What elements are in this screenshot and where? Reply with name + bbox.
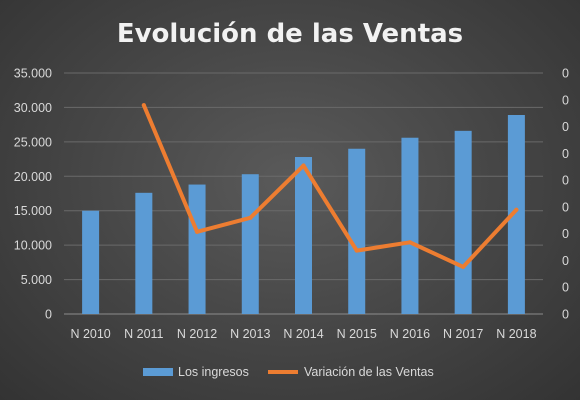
- bar: [507, 115, 525, 314]
- bar: [295, 157, 312, 314]
- y-right-tick-label: 0: [562, 93, 569, 107]
- y-right-tick-label: 0: [562, 200, 569, 214]
- series-line: [141, 103, 519, 269]
- x-tick-label: N 2015: [337, 327, 377, 341]
- line-point: [461, 264, 466, 269]
- y-left-tick-label: 35.000: [14, 67, 52, 81]
- legend: Los ingresos Variación de las Ventas: [143, 365, 434, 379]
- legend-label-line: Variación de las Ventas: [304, 365, 434, 379]
- y-axis-right: 0 0 0 0 0 0 0 0 0 0: [562, 67, 569, 322]
- line-point: [354, 248, 359, 253]
- bar: [82, 210, 100, 314]
- y-left-tick-label: 20.000: [14, 170, 52, 184]
- bar-series: [82, 115, 525, 314]
- x-tick-label: N 2014: [283, 327, 323, 341]
- x-tick-label: N 2018: [496, 327, 536, 341]
- x-tick-label: N 2010: [70, 327, 110, 341]
- legend-label-bars: Los ingresos: [178, 365, 249, 379]
- x-tick-label: N 2016: [390, 327, 430, 341]
- y-right-tick-label: 0: [562, 67, 569, 81]
- y-right-tick-label: 0: [562, 147, 569, 161]
- y-right-tick-label: 0: [562, 227, 569, 241]
- chart-title: Evolución de las Ventas: [117, 19, 463, 49]
- bar: [454, 130, 472, 314]
- y-left-tick-label: 30.000: [14, 101, 52, 115]
- y-left-tick-label: 5.000: [21, 273, 52, 287]
- legend-swatch-bars: [143, 368, 173, 376]
- line-point: [301, 163, 306, 168]
- line-point: [407, 240, 412, 245]
- y-right-tick-label: 0: [562, 254, 569, 268]
- y-left-tick-label: 0: [45, 308, 52, 322]
- y-right-tick-label: 0: [562, 308, 569, 322]
- line-point: [248, 215, 253, 220]
- bar: [188, 184, 206, 314]
- x-tick-label: N 2012: [177, 327, 217, 341]
- x-axis: N 2010 N 2011 N 2012 N 2013 N 2014 N 2015 N 20…: [70, 327, 536, 341]
- bar: [241, 174, 259, 314]
- bar: [401, 137, 419, 314]
- y-left-tick-label: 25.000: [14, 135, 52, 149]
- y-right-tick-label: 0: [562, 120, 569, 134]
- y-axis-left: 0 5.000 10.000 15.000 20.000 25.000 30.000 35.0…: [14, 67, 52, 322]
- x-tick-label: N 2013: [230, 327, 270, 341]
- line-point: [195, 229, 200, 234]
- x-tick-label: N 2017: [443, 327, 483, 341]
- bar: [135, 192, 153, 314]
- bar: [348, 148, 366, 314]
- y-left-tick-label: 15.000: [14, 204, 52, 218]
- y-right-tick-label: 0: [562, 174, 569, 188]
- line-series: [141, 103, 519, 269]
- y-right-tick-label: 0: [562, 281, 569, 295]
- line-point: [141, 103, 146, 108]
- x-tick-label: N 2011: [124, 327, 163, 341]
- y-left-tick-label: 10.000: [14, 239, 52, 253]
- line-point: [514, 207, 519, 212]
